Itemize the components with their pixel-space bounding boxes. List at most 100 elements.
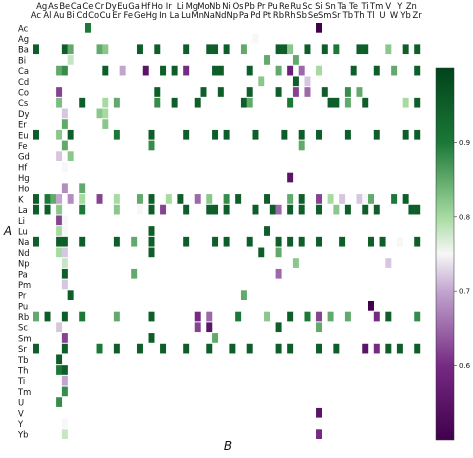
- heatmap-cell: [316, 429, 323, 439]
- y-tick-label: Nd: [18, 248, 30, 258]
- heatmap-cell: [67, 129, 74, 140]
- x-tick-label: Sb: [296, 10, 307, 20]
- y-tick-label: Eu: [18, 130, 29, 140]
- heatmap-cell: [339, 236, 346, 247]
- heatmap-cell: [356, 194, 363, 204]
- heatmap-cell: [304, 87, 311, 97]
- heatmap-cell: [56, 215, 63, 226]
- heatmap-cell: [96, 108, 103, 119]
- heatmap-cell: [212, 204, 219, 215]
- heatmap-cell: [316, 194, 323, 204]
- heatmap-cell: [362, 204, 369, 215]
- heatmap-cell: [194, 311, 201, 322]
- heatmap-cell: [373, 311, 380, 322]
- heatmap-cell: [154, 87, 161, 97]
- heatmap-cell: [287, 97, 294, 108]
- x-tick-label: Th: [353, 10, 364, 20]
- heatmap-cell: [316, 407, 323, 418]
- heatmap-cell: [396, 343, 403, 354]
- heatmap-cell: [368, 236, 374, 247]
- x-tick-labels: AcAgAlAsAuBeBiCaCdCeCoCrCuDyErEuFeGaGeHf…: [31, 1, 422, 20]
- heatmap-cell: [339, 194, 346, 204]
- heatmap-cell: [217, 87, 224, 97]
- heatmap-cell: [240, 290, 247, 300]
- x-tick-label: Be: [59, 1, 70, 11]
- heatmap-cell: [61, 247, 68, 258]
- heatmap-cell: [61, 268, 68, 279]
- heatmap-cell: [194, 97, 201, 108]
- heatmap-cell: [136, 343, 143, 354]
- y-tick-label: V: [18, 408, 24, 418]
- heatmap-cell: [67, 55, 74, 65]
- heatmap-cell: [275, 65, 282, 76]
- heatmap-cell: [61, 365, 68, 375]
- y-tick-label: Ti: [17, 376, 25, 386]
- y-tick-label: Tm: [17, 387, 31, 397]
- heatmap-cell: [102, 97, 109, 108]
- heatmap-cell: [113, 194, 120, 204]
- heatmap-cell: [373, 343, 380, 354]
- heatmap-cell: [235, 194, 242, 204]
- colorbar-tick-label: 0.9: [459, 139, 470, 147]
- heatmap-cell: [316, 322, 323, 333]
- heatmap-cell: [327, 97, 334, 108]
- heatmap-cell: [33, 194, 39, 204]
- x-tick-label: Hf: [141, 1, 151, 11]
- heatmap-cell: [264, 311, 271, 322]
- heatmap-cell: [61, 226, 68, 236]
- y-tick-label: Ag: [18, 34, 29, 44]
- x-tick-label: Pt: [263, 10, 272, 20]
- heatmap-cell: [136, 204, 143, 215]
- heatmap-cell: [206, 194, 213, 204]
- heatmap-cell: [44, 204, 51, 215]
- heatmap-cell: [212, 333, 219, 343]
- heatmap-cell: [56, 129, 63, 140]
- heatmap-cell: [61, 279, 68, 290]
- heatmap-cell: [298, 129, 305, 140]
- x-tick-label: Ti: [361, 1, 369, 11]
- x-tick-label: Dy: [105, 1, 116, 11]
- x-tick-label: Yb: [399, 10, 410, 20]
- heatmap-cell: [333, 204, 340, 215]
- x-tick-label: Cu: [100, 10, 111, 20]
- heatmap-cell: [414, 311, 421, 322]
- heatmap-cell: [206, 204, 213, 215]
- x-tick-label: Er: [112, 10, 121, 20]
- heatmap-cell: [148, 204, 155, 215]
- heatmap-cell: [298, 140, 305, 151]
- heatmap-cell: [327, 311, 334, 322]
- heatmap-cell: [379, 236, 386, 247]
- x-axis-label: B: [224, 439, 232, 453]
- heatmap-cell: [356, 87, 363, 97]
- y-tick-label: Cs: [18, 98, 28, 108]
- heatmap-cell: [316, 23, 323, 33]
- heatmap-cell: [223, 236, 230, 247]
- heatmap-cell: [148, 311, 155, 322]
- x-tick-label: Tl: [366, 10, 374, 20]
- x-tick-label: Se: [308, 10, 318, 20]
- heatmap-cell: [287, 65, 294, 76]
- x-tick-label: Si: [315, 1, 323, 11]
- heatmap-cell: [344, 204, 351, 215]
- heatmap-cell: [56, 151, 63, 161]
- heatmap-cell: [67, 194, 74, 204]
- heatmap-cell: [304, 76, 311, 87]
- heatmap-cell: [408, 204, 415, 215]
- heatmap-cell: [281, 44, 288, 55]
- x-tick-label: Ir: [166, 1, 172, 11]
- heatmap-cell: [240, 97, 247, 108]
- x-tick-label: Ni: [222, 1, 231, 11]
- x-tick-label: Pb: [244, 1, 254, 11]
- x-tick-label: Ge: [134, 10, 146, 20]
- heatmap-cell: [229, 343, 236, 354]
- x-tick-label: Rh: [284, 10, 295, 20]
- x-tick-label: Rb: [273, 10, 284, 20]
- heatmap-cell: [61, 343, 68, 354]
- heatmap-cell: [264, 226, 271, 236]
- heatmap-cell: [206, 44, 213, 55]
- x-tick-label: Te: [348, 1, 358, 11]
- y-tick-label: Na: [18, 237, 29, 247]
- heatmap-cell: [275, 204, 282, 215]
- heatmap-cell: [292, 55, 299, 65]
- heatmap-cell: [385, 343, 392, 354]
